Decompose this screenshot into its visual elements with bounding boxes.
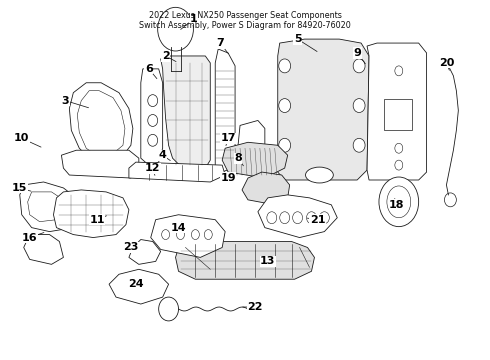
Text: 23: 23 — [123, 243, 139, 252]
Bar — [169, 63, 178, 85]
Text: 15: 15 — [12, 183, 27, 193]
Bar — [384, 99, 412, 130]
Polygon shape — [222, 142, 288, 178]
Text: 3: 3 — [62, 96, 69, 105]
Ellipse shape — [280, 212, 290, 224]
Polygon shape — [242, 172, 290, 205]
Ellipse shape — [395, 66, 403, 76]
Ellipse shape — [353, 138, 365, 152]
Ellipse shape — [395, 160, 403, 170]
Ellipse shape — [158, 7, 194, 51]
Ellipse shape — [279, 99, 291, 113]
Text: 4: 4 — [159, 150, 167, 160]
Ellipse shape — [319, 212, 329, 224]
Ellipse shape — [192, 230, 199, 239]
Polygon shape — [28, 192, 66, 222]
Text: 22: 22 — [247, 302, 263, 312]
Text: 17: 17 — [220, 133, 236, 143]
Text: 14: 14 — [171, 222, 186, 233]
Ellipse shape — [387, 186, 411, 218]
Ellipse shape — [353, 59, 365, 73]
Ellipse shape — [148, 95, 158, 107]
Polygon shape — [161, 56, 210, 172]
Polygon shape — [238, 121, 265, 170]
Ellipse shape — [444, 193, 456, 207]
Ellipse shape — [176, 230, 184, 239]
Ellipse shape — [148, 134, 158, 146]
Polygon shape — [53, 190, 129, 238]
Polygon shape — [151, 215, 225, 257]
Text: 12: 12 — [145, 163, 160, 173]
Bar — [170, 65, 173, 70]
Polygon shape — [215, 49, 235, 172]
Ellipse shape — [204, 230, 212, 239]
Text: 24: 24 — [128, 279, 144, 289]
Polygon shape — [129, 162, 225, 182]
Text: 10: 10 — [14, 133, 29, 143]
Ellipse shape — [307, 212, 317, 224]
Text: 21: 21 — [310, 215, 325, 225]
Polygon shape — [258, 195, 337, 238]
Text: 2022 Lexus NX250 Passenger Seat Components
Switch Assembly, Power S Diagram for : 2022 Lexus NX250 Passenger Seat Componen… — [139, 11, 351, 30]
Polygon shape — [20, 182, 79, 231]
Text: 9: 9 — [353, 48, 361, 58]
Text: 13: 13 — [260, 256, 275, 266]
Ellipse shape — [267, 212, 277, 224]
Ellipse shape — [159, 297, 178, 321]
Polygon shape — [129, 239, 161, 264]
Text: 11: 11 — [89, 215, 105, 225]
Polygon shape — [175, 242, 315, 279]
Text: 5: 5 — [294, 34, 301, 44]
Polygon shape — [70, 83, 133, 162]
Text: 7: 7 — [216, 38, 224, 48]
Text: 1: 1 — [190, 14, 197, 24]
Polygon shape — [367, 43, 427, 180]
Polygon shape — [141, 69, 163, 165]
Ellipse shape — [379, 177, 418, 227]
Ellipse shape — [162, 230, 170, 239]
Text: 18: 18 — [389, 200, 405, 210]
Text: 2: 2 — [162, 51, 170, 61]
Polygon shape — [77, 91, 125, 155]
Ellipse shape — [395, 143, 403, 153]
Polygon shape — [109, 269, 169, 304]
Text: 6: 6 — [145, 64, 153, 74]
Ellipse shape — [148, 114, 158, 126]
Ellipse shape — [293, 212, 302, 224]
Polygon shape — [278, 39, 369, 180]
Polygon shape — [61, 150, 139, 178]
Text: 20: 20 — [439, 58, 454, 68]
Text: 19: 19 — [220, 173, 236, 183]
Ellipse shape — [306, 167, 333, 183]
Bar — [173, 65, 177, 70]
Text: 16: 16 — [22, 233, 38, 243]
Ellipse shape — [279, 138, 291, 152]
Ellipse shape — [279, 59, 291, 73]
Text: 8: 8 — [234, 153, 242, 163]
Polygon shape — [24, 235, 63, 264]
Ellipse shape — [353, 99, 365, 113]
